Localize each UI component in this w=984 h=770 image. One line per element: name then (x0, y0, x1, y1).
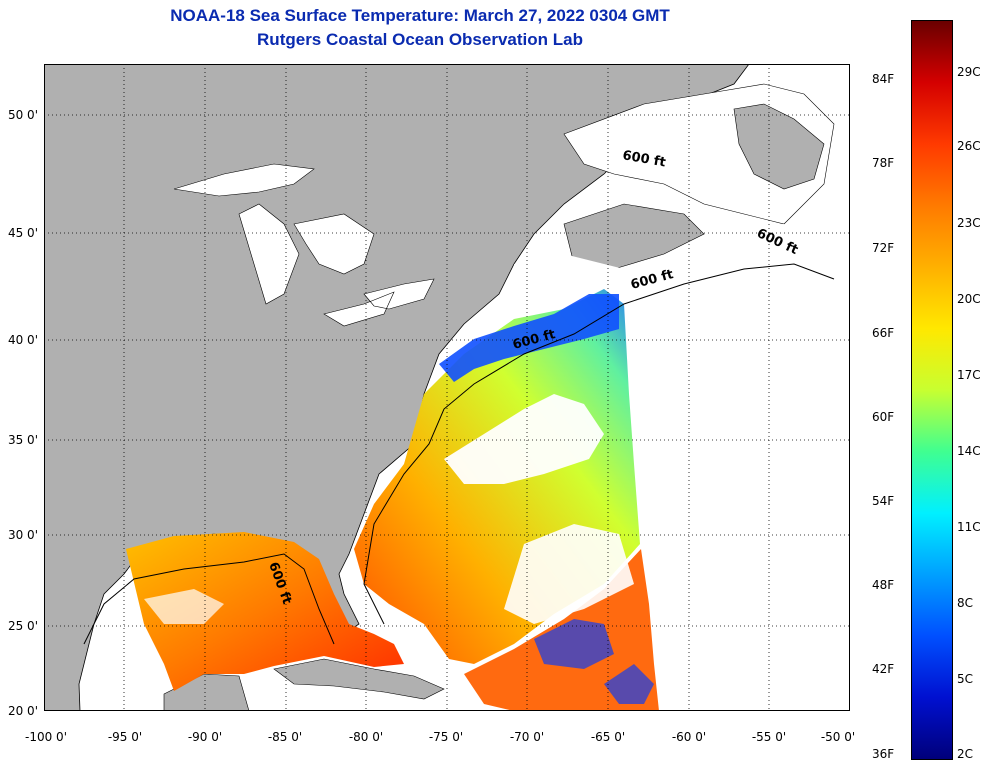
lat-label: 20 0' (7, 704, 38, 718)
colorbar-f-label: 48F (872, 578, 895, 592)
temperature-colorbar (911, 20, 953, 760)
newfoundland (733, 103, 825, 190)
lon-label: -100 0' (25, 730, 67, 744)
map-title: NOAA-18 Sea Surface Temperature: March 2… (170, 6, 670, 25)
cold-shelf-water (439, 294, 619, 382)
cloud-patch-1 (444, 394, 604, 484)
lat-label: 25 0' (7, 619, 38, 633)
sst-map: 600 ft 600 ft 600 ft 600 ft 600 ft (44, 64, 850, 711)
lon-label: -80 0' (348, 730, 384, 744)
colorbar-c-label: 11C (957, 520, 981, 534)
lon-label: -65 0' (590, 730, 626, 744)
lon-label: -90 0' (187, 730, 223, 744)
colorbar-f-label: 78F (872, 156, 895, 170)
colorbar-f-label: 66F (872, 326, 895, 340)
colorbar-f-label: 36F (872, 747, 895, 761)
colorbar-c-label: 23C (957, 216, 981, 230)
cloud-patch-2 (504, 524, 634, 624)
gulf-sst-swath (126, 532, 404, 691)
lon-label: -60 0' (671, 730, 707, 744)
cold-patch-south (534, 619, 654, 704)
map-subtitle: Rutgers Coastal Ocean Observation Lab (257, 30, 583, 49)
contour-label-canada: 600 ft (621, 148, 666, 170)
lon-label: -75 0' (428, 730, 464, 744)
lon-label: -70 0' (509, 730, 545, 744)
lat-label: 40 0' (7, 333, 38, 347)
colorbar-c-label: 5C (957, 672, 974, 686)
colorbar-c-label: 14C (957, 444, 981, 458)
lat-label: 45 0' (7, 226, 38, 240)
colorbar-f-label: 42F (872, 662, 895, 676)
lat-label: 30 0' (7, 528, 38, 542)
contour-600ft (83, 263, 835, 645)
lon-label: -85 0' (267, 730, 303, 744)
colorbar-c-label: 17C (957, 368, 981, 382)
colorbar-c-label: 29C (957, 65, 981, 79)
cuba (273, 658, 445, 700)
cloud-patch-gulf (144, 589, 224, 624)
lon-label: -50 0' (820, 730, 856, 744)
lon-label: -55 0' (751, 730, 787, 744)
lat-label: 50 0' (7, 108, 38, 122)
colorbar-f-label: 60F (872, 410, 895, 424)
colorbar-c-label: 26C (957, 139, 981, 153)
colorbar-c-label: 2C (957, 747, 974, 761)
great-lakes (173, 163, 435, 327)
land-mass (44, 64, 750, 711)
lon-label: -95 0' (107, 730, 143, 744)
colorbar-f-label: 54F (872, 494, 895, 508)
map-border (44, 64, 850, 711)
scotian-shelf (514, 224, 834, 304)
colorbar-c-label: 8C (957, 596, 974, 610)
colorbar-f-label: 72F (872, 241, 895, 255)
colorbar-f-label: 84F (872, 72, 895, 86)
colorbar-c-label: 20C (957, 292, 981, 306)
lat-label: 35 0' (7, 433, 38, 447)
